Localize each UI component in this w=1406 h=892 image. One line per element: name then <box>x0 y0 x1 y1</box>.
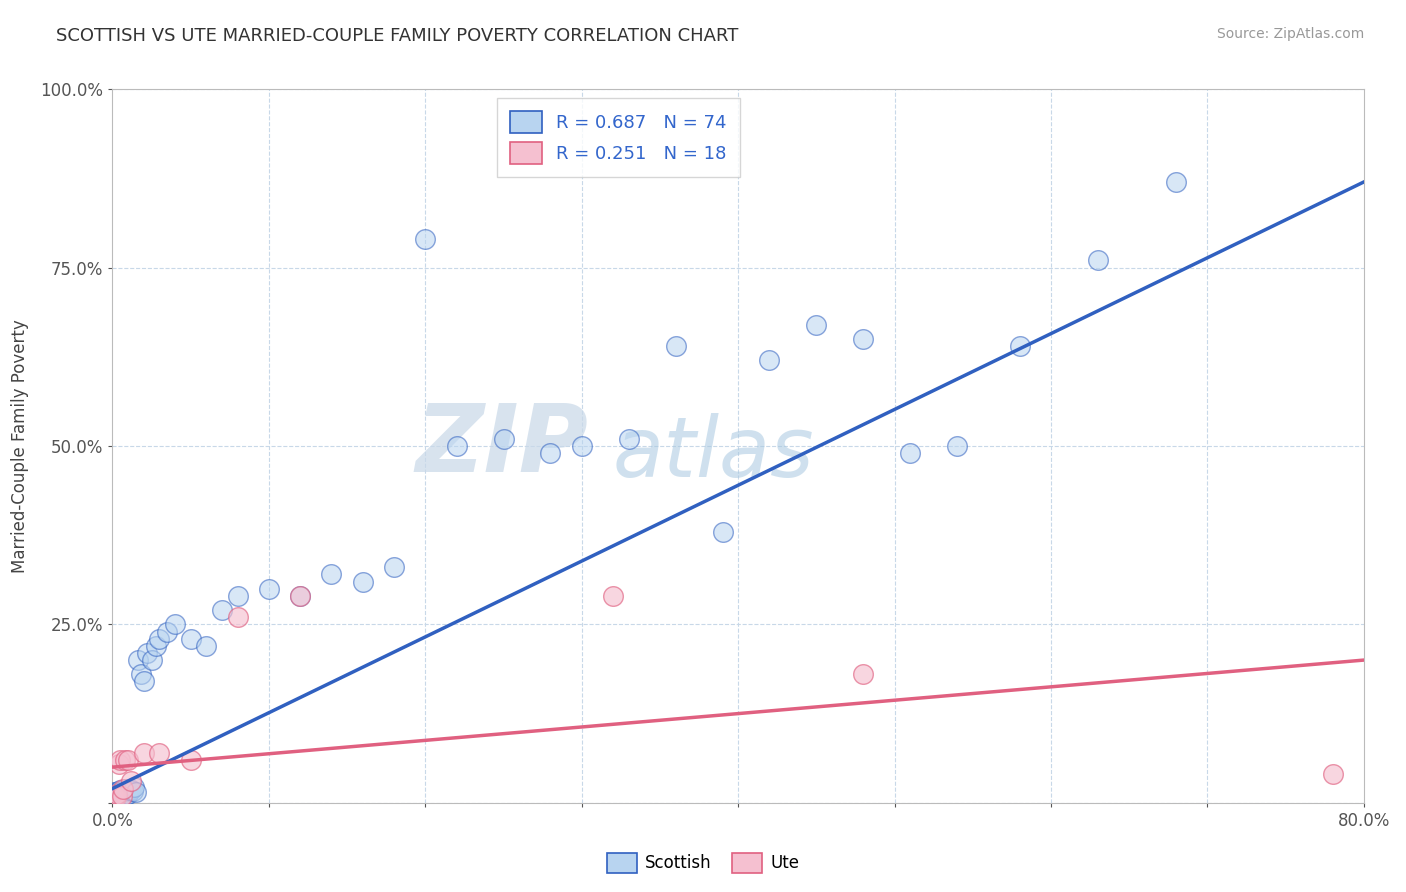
Point <box>617 432 640 446</box>
Point <box>290 589 312 603</box>
Text: atlas: atlas <box>613 413 814 493</box>
Point <box>114 782 136 797</box>
Point <box>163 617 186 632</box>
Point <box>105 788 128 802</box>
Point <box>758 353 780 368</box>
Text: ZIP: ZIP <box>415 400 588 492</box>
Point <box>852 667 875 681</box>
Point <box>104 790 127 805</box>
Point <box>107 756 129 771</box>
Point <box>180 753 202 767</box>
Point <box>120 783 142 797</box>
Point <box>103 787 125 801</box>
Point <box>195 639 218 653</box>
Point <box>135 646 157 660</box>
Point <box>110 783 132 797</box>
Point <box>117 783 139 797</box>
Point <box>148 746 170 760</box>
Point <box>129 667 152 681</box>
Point <box>111 789 134 803</box>
Point <box>852 332 875 346</box>
Point <box>104 790 127 805</box>
Point <box>111 784 134 798</box>
Point <box>118 781 141 796</box>
Point <box>110 786 132 800</box>
Point <box>104 792 127 806</box>
Point <box>120 774 142 789</box>
Point <box>105 787 128 801</box>
Point <box>382 560 405 574</box>
Point <box>124 780 146 794</box>
Point <box>103 785 125 799</box>
Point <box>571 439 593 453</box>
Point <box>110 753 132 767</box>
Point <box>290 589 312 603</box>
Legend: R = 0.687   N = 74, R = 0.251   N = 18: R = 0.687 N = 74, R = 0.251 N = 18 <box>496 98 740 177</box>
Point <box>114 788 136 802</box>
Point <box>117 753 139 767</box>
Point <box>104 785 127 799</box>
Point <box>112 783 135 797</box>
Point <box>103 792 125 806</box>
Point <box>107 787 129 801</box>
Point <box>321 567 343 582</box>
Point <box>104 787 127 801</box>
Text: Source: ZipAtlas.com: Source: ZipAtlas.com <box>1216 27 1364 41</box>
Point <box>540 446 562 460</box>
Point <box>114 785 136 799</box>
Point <box>415 232 437 246</box>
Point <box>114 753 136 767</box>
Point <box>898 446 921 460</box>
Point <box>446 439 468 453</box>
Point <box>257 582 280 596</box>
Point <box>115 784 138 798</box>
Point <box>946 439 969 453</box>
Point <box>117 787 139 801</box>
Point <box>104 789 127 803</box>
Point <box>105 789 128 804</box>
Point <box>105 791 128 805</box>
Point <box>103 789 125 803</box>
Point <box>112 781 135 796</box>
Point <box>111 789 134 804</box>
Point <box>602 589 624 603</box>
Point <box>352 574 374 589</box>
Point <box>806 318 828 332</box>
Point <box>105 786 128 800</box>
Point <box>115 787 138 801</box>
Point <box>103 790 125 805</box>
Text: SCOTTISH VS UTE MARRIED-COUPLE FAMILY POVERTY CORRELATION CHART: SCOTTISH VS UTE MARRIED-COUPLE FAMILY PO… <box>56 27 738 45</box>
Point <box>110 790 132 805</box>
Point <box>112 789 135 803</box>
Legend: Scottish, Ute: Scottish, Ute <box>600 847 806 880</box>
Point <box>132 746 155 760</box>
Point <box>226 589 249 603</box>
Point <box>1008 339 1031 353</box>
Point <box>103 789 125 803</box>
Point <box>145 639 167 653</box>
Point <box>1166 175 1188 189</box>
Point <box>121 784 143 798</box>
Point <box>664 339 686 353</box>
Point <box>226 610 249 624</box>
Point <box>132 674 155 689</box>
Point <box>180 632 202 646</box>
Point <box>1087 253 1109 268</box>
Point <box>112 787 135 801</box>
Point <box>492 432 515 446</box>
Point <box>148 632 170 646</box>
Point <box>125 785 148 799</box>
Point <box>711 524 734 539</box>
Point <box>110 788 132 802</box>
Point <box>1322 767 1344 781</box>
Point <box>107 790 129 805</box>
Point <box>156 624 179 639</box>
Point <box>107 789 129 803</box>
Point <box>141 653 163 667</box>
Point <box>111 787 134 801</box>
Point <box>107 784 129 798</box>
Point <box>127 653 149 667</box>
Point <box>211 603 233 617</box>
Y-axis label: Married-Couple Family Poverty: Married-Couple Family Poverty <box>11 319 30 573</box>
